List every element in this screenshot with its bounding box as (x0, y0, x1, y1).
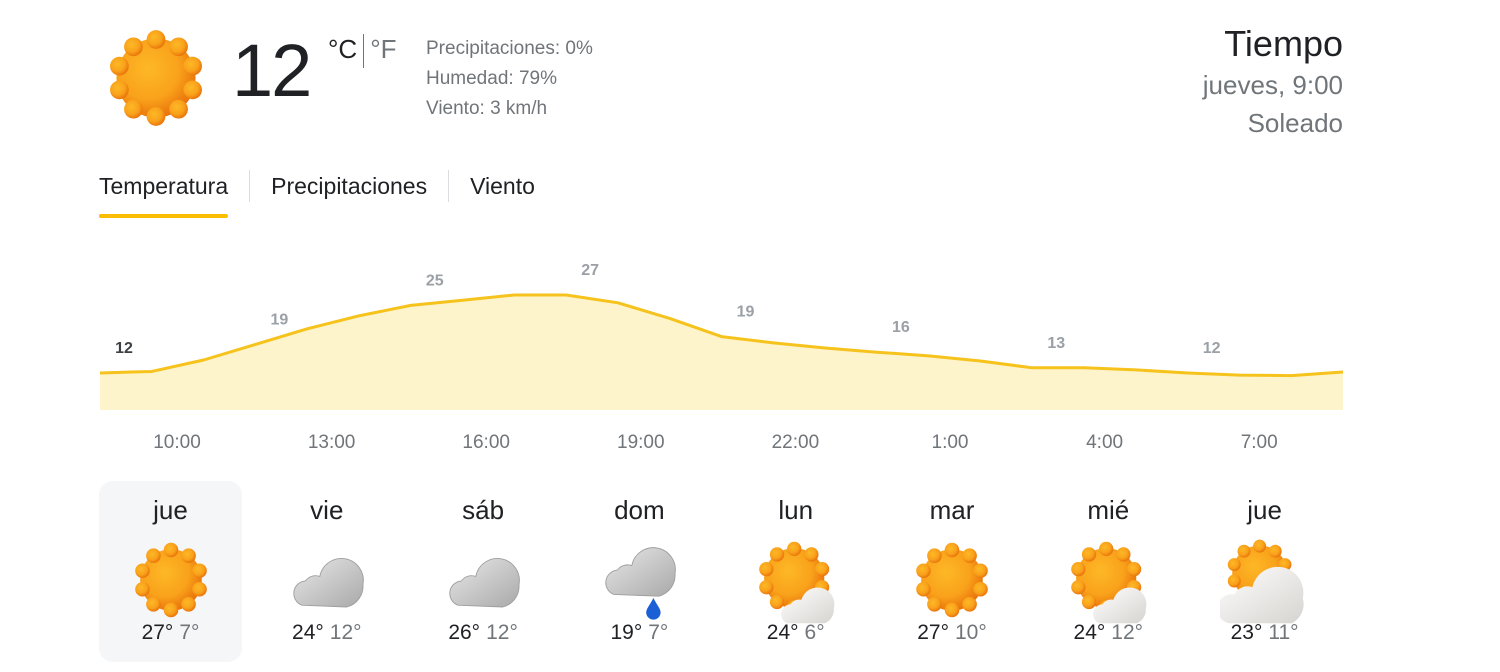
forecast-day[interactable]: sáb 26° 12° (412, 481, 555, 662)
temperature-label: 27 (581, 262, 599, 279)
low-temp: 12° (329, 621, 362, 644)
weather-header: Tiempo jueves, 9:00 Soleado (1203, 22, 1343, 142)
time-label: 7:00 (1240, 432, 1278, 453)
high-temp: 27° (917, 621, 949, 644)
low-temp: 12° (1111, 621, 1144, 644)
unit-divider (363, 34, 365, 68)
temperature-label: 19 (270, 311, 288, 328)
weather-title: Tiempo (1224, 23, 1343, 64)
day-name: lun (778, 495, 814, 525)
low-temp: 7° (648, 621, 669, 644)
temperature-label: 12 (115, 340, 133, 357)
temperature-label: 16 (892, 319, 910, 336)
partly-cloudy-icon (1071, 541, 1147, 624)
temperature-label: 13 (1047, 335, 1065, 352)
time-label: 22:00 (771, 432, 820, 453)
time-label: 16:00 (462, 432, 510, 453)
tab-divider (448, 170, 450, 202)
forecast-day[interactable]: jue 23° 11° (1193, 481, 1336, 662)
day-temperatures: 26° 12° (412, 621, 555, 645)
high-temp: 26° (448, 621, 481, 644)
tab-viento[interactable]: Viento (470, 173, 535, 199)
low-temp: 11° (1268, 621, 1299, 644)
day-name: jue (153, 495, 188, 525)
high-temp: 27° (141, 621, 174, 644)
humidity-text: Humedad: 79% (426, 68, 557, 89)
time-label: 10:00 (153, 432, 201, 453)
daily-forecast: jue 27° 7° vie 24° 12° sáb 26° 12° dom 19° 7° lun 24°… (99, 481, 1349, 662)
tab-temperatura[interactable]: Temperatura (99, 168, 229, 218)
high-temp: 23° (1230, 621, 1263, 644)
forecast-day[interactable]: jue 27° 7° (99, 481, 242, 662)
rain-icon (605, 547, 677, 620)
low-temp: 7° (179, 621, 200, 644)
sunny-icon (134, 542, 207, 618)
day-name: dom (614, 495, 665, 525)
high-temp: 24° (766, 621, 799, 644)
celsius-button[interactable]: °C (328, 34, 358, 64)
fahrenheit-button[interactable]: °F (370, 34, 397, 64)
partly-cloudy-icon (758, 541, 835, 624)
high-temp: 24° (1073, 621, 1106, 644)
cloudy-icon (449, 558, 520, 608)
temperature-area (100, 295, 1343, 410)
low-temp: 6° (804, 621, 825, 644)
time-label: 4:00 (1086, 432, 1124, 453)
wind-text: Viento: 3 km/h (426, 98, 548, 119)
forecast-day[interactable]: vie 24° 12° (255, 481, 398, 662)
precipitation-text: Precipitaciones: 0% (426, 38, 593, 59)
cloudy-icon (293, 558, 364, 608)
mostly-cloudy-icon (1219, 539, 1304, 624)
temperature-label: 12 (1203, 340, 1221, 357)
forecast-day[interactable]: dom 19° 7° (568, 481, 711, 662)
temperature-line (99, 293, 1344, 378)
forecast-day[interactable]: mar 27° 10° (880, 481, 1023, 662)
time-label: 19:00 (617, 432, 665, 453)
temperature-label: 25 (426, 272, 444, 289)
day-temperatures: 27° 10° (880, 621, 1023, 645)
chart-tabs: Temperatura Precipitaciones Viento (99, 168, 535, 218)
forecast-day[interactable]: mié 24° 12° (1037, 481, 1180, 662)
unit-switch: °C °F (328, 34, 396, 68)
tab-precipitaciones[interactable]: Precipitaciones (271, 173, 428, 199)
day-temperatures: 19° 7° (568, 621, 711, 645)
low-temp: 12° (486, 621, 518, 644)
high-temp: 24° (292, 621, 324, 644)
high-temp: 19° (610, 621, 643, 644)
tab-divider (249, 170, 251, 202)
day-name: mié (1087, 495, 1130, 525)
time-label: 1:00 (931, 432, 969, 453)
low-temp: 10° (954, 621, 987, 644)
day-temperatures: 24° 12° (255, 621, 398, 645)
sunny-icon (916, 542, 988, 618)
time-axis: 10:00 13:00 16:00 19:00 22:00 1:00 4:00 7:00 (100, 432, 1343, 462)
day-name: mar (929, 495, 975, 525)
weather-datetime: jueves, 9:00 (1202, 70, 1343, 100)
day-name: vie (310, 495, 344, 525)
day-temperatures: 24° 12° (1037, 621, 1180, 645)
weather-condition: Soleado (1247, 108, 1343, 138)
day-temperatures: 23° 11° (1193, 621, 1336, 645)
forecast-day[interactable]: lun 24° 6° (724, 481, 867, 662)
day-temperatures: 27° 7° (99, 621, 242, 645)
day-name: jue (1247, 495, 1282, 525)
temperature-label: 19 (737, 304, 755, 321)
time-label: 13:00 (307, 432, 356, 453)
current-temperature: 12 (232, 29, 312, 112)
day-name: sáb (462, 495, 505, 525)
weather-details: Precipitaciones: 0% Humedad: 79% Viento:… (426, 34, 593, 124)
temperature-chart: 12 19 25 27 19 16 13 12 (99, 262, 1344, 410)
day-temperatures: 24° 6° (724, 621, 867, 645)
sunny-icon (110, 30, 202, 126)
